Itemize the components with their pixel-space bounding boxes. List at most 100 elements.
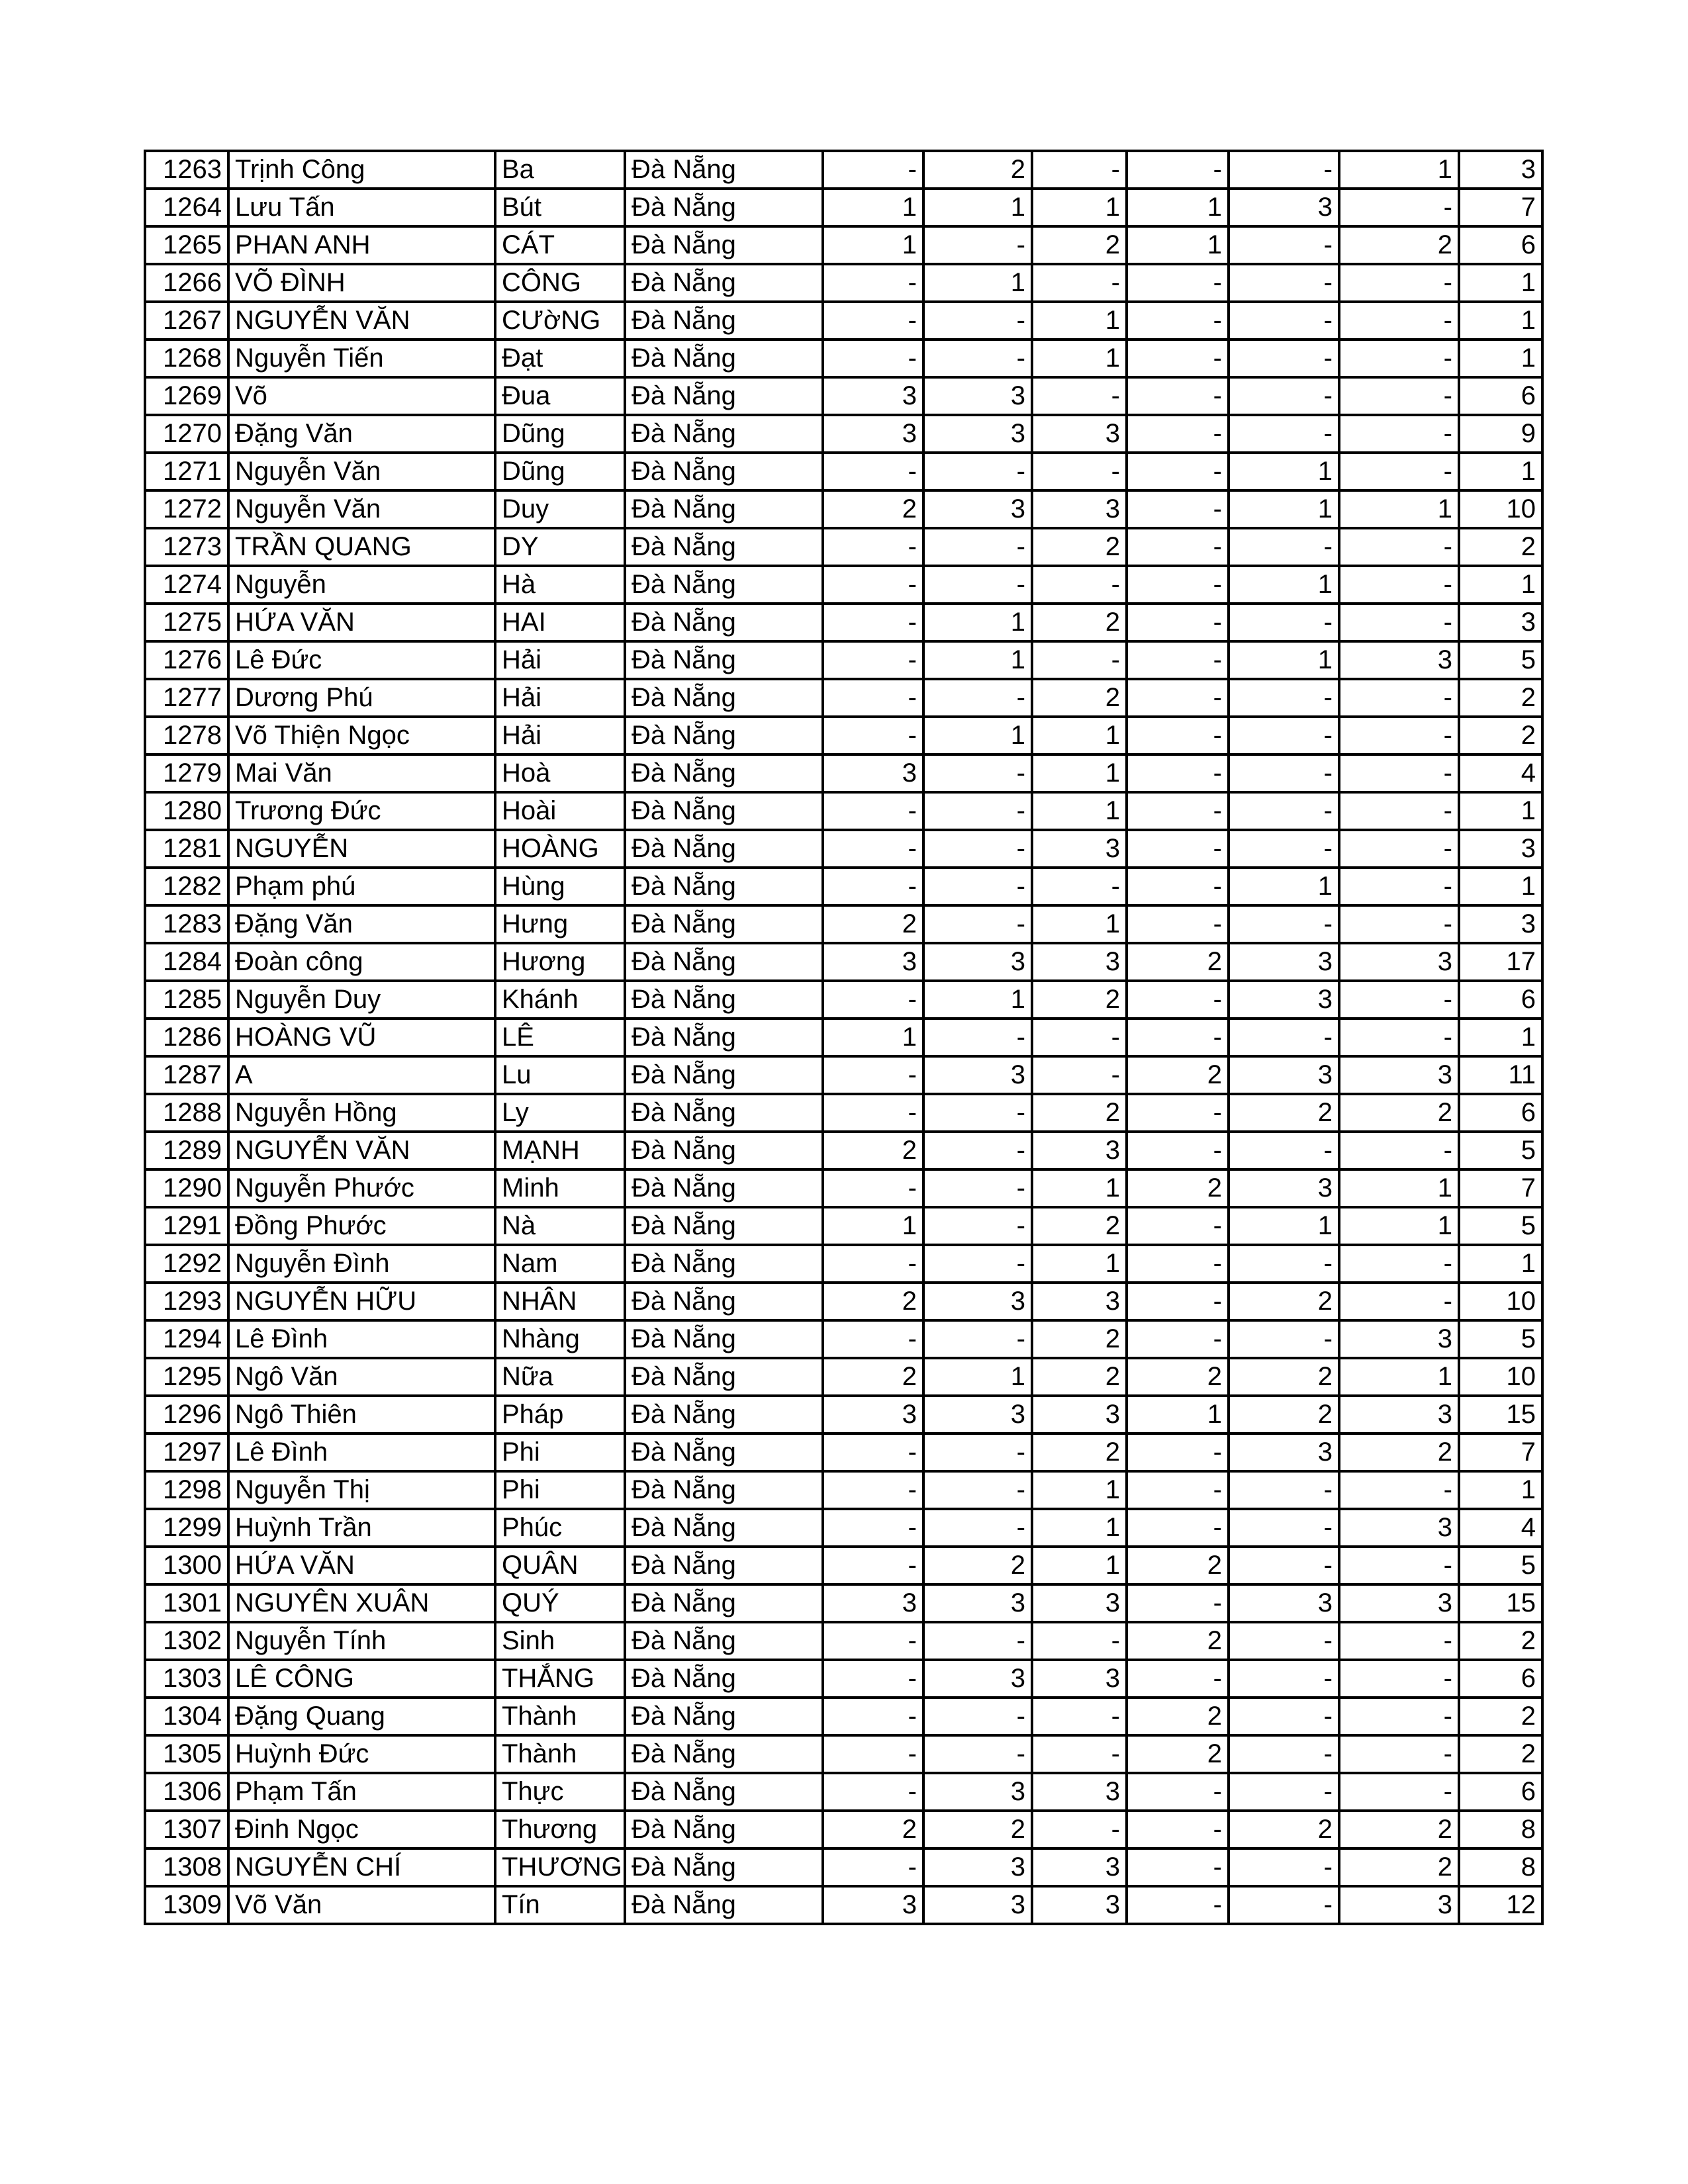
family-name-cell: Trịnh Công bbox=[227, 150, 496, 190]
table-row: 1289 NGUYỄN VĂN MẠNH Đà Nẵng 2-3- - -5 bbox=[144, 1130, 1544, 1171]
city-cell: Đà Nẵng bbox=[624, 602, 824, 643]
total-cell: 3 bbox=[1458, 829, 1544, 869]
city-cell: Đà Nẵng bbox=[624, 678, 824, 718]
table-row: 1282 Phạm phú Hùng Đà Nẵng - - - -1-1 bbox=[144, 866, 1544, 907]
table-row: 1271 Nguyễn Văn Dũng Đà Nẵng - - - -1-1 bbox=[144, 451, 1544, 492]
score-4-cell: - bbox=[1125, 1432, 1230, 1473]
row-number-cell: 1289 bbox=[144, 1130, 230, 1171]
score-6-cell: - bbox=[1338, 1734, 1460, 1774]
score-5-cell: 3 bbox=[1227, 979, 1340, 1020]
given-name-cell: THẮNG bbox=[494, 1659, 626, 1699]
score-4-cell: - bbox=[1125, 1508, 1230, 1548]
score-3-cell: - bbox=[1031, 263, 1128, 303]
score-6-cell: - bbox=[1338, 791, 1460, 831]
city-cell: Đà Nẵng bbox=[624, 1772, 824, 1812]
score-1-cell: 1 bbox=[821, 225, 925, 265]
score-4-cell: - bbox=[1125, 338, 1230, 379]
score-1-cell: - bbox=[821, 1470, 925, 1510]
score-5-cell: 2 bbox=[1227, 1394, 1340, 1435]
table-row: 1268 Nguyễn Tiến Đạt Đà Nẵng - -1- - -1 bbox=[144, 338, 1544, 379]
score-5-cell: 3 bbox=[1227, 1055, 1340, 1095]
score-2-cell: 1 bbox=[922, 979, 1033, 1020]
score-3-cell: 2 bbox=[1031, 527, 1128, 567]
score-5-cell: 3 bbox=[1227, 1583, 1340, 1623]
score-6-cell: - bbox=[1338, 1130, 1460, 1171]
family-name-cell: Mai Văn bbox=[227, 753, 496, 794]
row-number-cell: 1307 bbox=[144, 1809, 230, 1850]
family-name-cell: Nguyễn Phước bbox=[227, 1168, 496, 1208]
family-name-cell: Nguyễn Thị bbox=[227, 1470, 496, 1510]
score-2-cell: 3 bbox=[922, 1659, 1033, 1699]
total-cell: 5 bbox=[1458, 1206, 1544, 1246]
score-3-cell: 2 bbox=[1031, 1432, 1128, 1473]
city-cell: Đà Nẵng bbox=[624, 300, 824, 341]
score-5-cell: - bbox=[1227, 1696, 1340, 1737]
city-cell: Đà Nẵng bbox=[624, 187, 824, 228]
score-3-cell: 3 bbox=[1031, 1130, 1128, 1171]
score-4-cell: - bbox=[1125, 602, 1230, 643]
total-cell: 5 bbox=[1458, 1319, 1544, 1359]
row-number-cell: 1267 bbox=[144, 300, 230, 341]
city-cell: Đà Nẵng bbox=[624, 489, 824, 529]
total-cell: 6 bbox=[1458, 979, 1544, 1020]
given-name-cell: Đua bbox=[494, 376, 626, 416]
score-1-cell: 2 bbox=[821, 489, 925, 529]
row-number-cell: 1306 bbox=[144, 1772, 230, 1812]
score-3-cell: - bbox=[1031, 376, 1128, 416]
score-3-cell: 2 bbox=[1031, 678, 1128, 718]
table-row: 1306 Phạm Tấn Thực Đà Nẵng -3 3- - -6 bbox=[144, 1772, 1544, 1812]
score-1-cell: 2 bbox=[821, 1281, 925, 1322]
score-3-cell: 3 bbox=[1031, 829, 1128, 869]
family-name-cell: Nguyễn Văn bbox=[227, 451, 496, 492]
family-name-cell: Nguyễn Tính bbox=[227, 1621, 496, 1661]
score-1-cell: - bbox=[821, 678, 925, 718]
score-1-cell: 2 bbox=[821, 1809, 925, 1850]
total-cell: 6 bbox=[1458, 1772, 1544, 1812]
given-name-cell: CÔNG bbox=[494, 263, 626, 303]
city-cell: Đà Nẵng bbox=[624, 225, 824, 265]
score-3-cell: 1 bbox=[1031, 1508, 1128, 1548]
given-name-cell: QUÝ bbox=[494, 1583, 626, 1623]
score-5-cell: - bbox=[1227, 904, 1340, 944]
row-number-cell: 1293 bbox=[144, 1281, 230, 1322]
score-5-cell: - bbox=[1227, 1659, 1340, 1699]
table-row: 1302 Nguyễn Tính Sinh Đà Nẵng - - -2- -2 bbox=[144, 1621, 1544, 1661]
score-4-cell: - bbox=[1125, 565, 1230, 605]
score-2-cell: - bbox=[922, 1432, 1033, 1473]
score-2-cell: - bbox=[922, 1168, 1033, 1208]
score-1-cell: 3 bbox=[821, 414, 925, 454]
score-1-cell: - bbox=[821, 1168, 925, 1208]
table-row: 1297 Lê Đình Phi Đà Nẵng - -2-3 2 7 bbox=[144, 1432, 1544, 1473]
score-6-cell: - bbox=[1338, 829, 1460, 869]
total-cell: 6 bbox=[1458, 225, 1544, 265]
score-5-cell: - bbox=[1227, 1244, 1340, 1284]
score-1-cell: 2 bbox=[821, 1357, 925, 1397]
score-4-cell: - bbox=[1125, 527, 1230, 567]
row-number-cell: 1277 bbox=[144, 678, 230, 718]
score-6-cell: 2 bbox=[1338, 1809, 1460, 1850]
family-name-cell: Đặng Văn bbox=[227, 414, 496, 454]
family-name-cell: PHAN ANH bbox=[227, 225, 496, 265]
score-6-cell: - bbox=[1338, 753, 1460, 794]
score-1-cell: - bbox=[821, 640, 925, 680]
score-3-cell: 1 bbox=[1031, 300, 1128, 341]
score-6-cell: 3 bbox=[1338, 1583, 1460, 1623]
score-4-cell: - bbox=[1125, 1130, 1230, 1171]
family-name-cell: Đặng Quang bbox=[227, 1696, 496, 1737]
city-cell: Đà Nẵng bbox=[624, 414, 824, 454]
given-name-cell: Nam bbox=[494, 1244, 626, 1284]
score-5-cell: 1 bbox=[1227, 1206, 1340, 1246]
score-1-cell: 1 bbox=[821, 187, 925, 228]
score-6-cell: - bbox=[1338, 414, 1460, 454]
family-name-cell: Đặng Văn bbox=[227, 904, 496, 944]
family-name-cell: Ngô Văn bbox=[227, 1357, 496, 1397]
city-cell: Đà Nẵng bbox=[624, 942, 824, 982]
score-3-cell: 1 bbox=[1031, 715, 1128, 756]
score-2-cell: 2 bbox=[922, 1809, 1033, 1850]
given-name-cell: Lu bbox=[494, 1055, 626, 1095]
table-row: 1286 HOÀNG VŨ LÊ Đà Nẵng 1- - - - -1 bbox=[144, 1017, 1544, 1058]
score-2-cell: - bbox=[922, 829, 1033, 869]
score-5-cell: 2 bbox=[1227, 1281, 1340, 1322]
score-3-cell: 3 bbox=[1031, 1659, 1128, 1699]
score-5-cell: - bbox=[1227, 1130, 1340, 1171]
